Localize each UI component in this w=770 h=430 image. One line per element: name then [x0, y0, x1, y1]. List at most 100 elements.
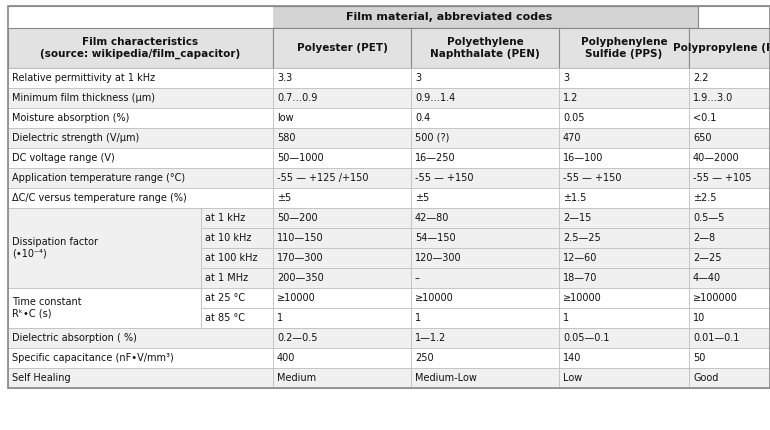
- Bar: [559, 228, 689, 248]
- Bar: [559, 268, 689, 288]
- Bar: [411, 128, 559, 148]
- Text: Relative permittivity at 1 kHz: Relative permittivity at 1 kHz: [12, 73, 155, 83]
- Bar: [201, 248, 273, 268]
- Text: Time constant
Rᵏ•C (s): Time constant Rᵏ•C (s): [12, 297, 82, 319]
- Bar: [411, 28, 559, 68]
- Bar: [273, 348, 411, 368]
- Bar: [273, 308, 411, 328]
- Text: ±5: ±5: [277, 193, 291, 203]
- Bar: [559, 248, 689, 268]
- Bar: [273, 228, 411, 248]
- Text: 2—8: 2—8: [693, 233, 715, 243]
- Text: Low: Low: [563, 373, 582, 383]
- Text: DC voltage range (V): DC voltage range (V): [12, 153, 115, 163]
- Bar: [201, 228, 273, 248]
- Text: at 85 °C: at 85 °C: [205, 313, 245, 323]
- Bar: [8, 148, 273, 168]
- Text: –: –: [415, 273, 420, 283]
- Text: 4—40: 4—40: [693, 273, 721, 283]
- Text: 580: 580: [277, 133, 296, 143]
- Text: -55 — +150: -55 — +150: [563, 173, 621, 183]
- Bar: [559, 108, 689, 128]
- Bar: [689, 328, 770, 348]
- Bar: [201, 208, 273, 228]
- Bar: [559, 88, 689, 108]
- Bar: [689, 28, 770, 68]
- Text: ±1.5: ±1.5: [563, 193, 587, 203]
- Bar: [411, 208, 559, 228]
- Bar: [559, 328, 689, 348]
- Text: 120—300: 120—300: [415, 253, 462, 263]
- Text: Dielectric absorption ( %): Dielectric absorption ( %): [12, 333, 137, 343]
- Bar: [689, 108, 770, 128]
- Text: 16—250: 16—250: [415, 153, 456, 163]
- Bar: [559, 28, 689, 68]
- Text: 140: 140: [563, 353, 581, 363]
- Bar: [559, 368, 689, 388]
- Bar: [559, 68, 689, 88]
- Text: at 1 MHz: at 1 MHz: [205, 273, 248, 283]
- Text: Film material, abbreviated codes: Film material, abbreviated codes: [346, 12, 553, 22]
- Text: 0.05—0.1: 0.05—0.1: [563, 333, 610, 343]
- Text: 470: 470: [563, 133, 581, 143]
- Text: 16—100: 16—100: [563, 153, 604, 163]
- Text: 2—25: 2—25: [693, 253, 721, 263]
- Text: 1: 1: [563, 313, 569, 323]
- Text: Specific capacitance (nF•V/mm³): Specific capacitance (nF•V/mm³): [12, 353, 174, 363]
- Bar: [411, 108, 559, 128]
- Text: Film characteristics
(source: wikipedia/film_capacitor): Film characteristics (source: wikipedia/…: [40, 37, 240, 59]
- Bar: [689, 248, 770, 268]
- Text: 0.2—0.5: 0.2—0.5: [277, 333, 317, 343]
- Bar: [8, 168, 273, 188]
- Bar: [411, 268, 559, 288]
- Text: 650: 650: [693, 133, 711, 143]
- Bar: [559, 308, 689, 328]
- Text: -55 — +105: -55 — +105: [693, 173, 752, 183]
- Text: 250: 250: [415, 353, 434, 363]
- Text: 2.2: 2.2: [693, 73, 708, 83]
- Bar: [8, 348, 273, 368]
- Bar: [689, 308, 770, 328]
- Text: 0.05: 0.05: [563, 113, 584, 123]
- Bar: [689, 348, 770, 368]
- Bar: [689, 368, 770, 388]
- Text: Polyphenylene
Sulfide (PPS): Polyphenylene Sulfide (PPS): [581, 37, 668, 59]
- Bar: [689, 268, 770, 288]
- Text: Moisture absorption (%): Moisture absorption (%): [12, 113, 129, 123]
- Text: 42—80: 42—80: [415, 213, 450, 223]
- Bar: [8, 28, 273, 68]
- Bar: [273, 328, 411, 348]
- Text: 1: 1: [277, 313, 283, 323]
- Bar: [411, 188, 559, 208]
- Bar: [559, 208, 689, 228]
- Text: 1—1.2: 1—1.2: [415, 333, 447, 343]
- Bar: [273, 88, 411, 108]
- Text: ΔC/C versus temperature range (%): ΔC/C versus temperature range (%): [12, 193, 187, 203]
- Bar: [411, 148, 559, 168]
- Text: 2.5—25: 2.5—25: [563, 233, 601, 243]
- Bar: [689, 88, 770, 108]
- Bar: [8, 68, 273, 88]
- Bar: [201, 6, 698, 28]
- Text: 1.2: 1.2: [563, 93, 578, 103]
- Text: 54—150: 54—150: [415, 233, 456, 243]
- Text: 18—70: 18—70: [563, 273, 598, 283]
- Text: 200—350: 200—350: [277, 273, 323, 283]
- Bar: [689, 208, 770, 228]
- Text: 0.5—5: 0.5—5: [693, 213, 725, 223]
- Text: at 10 kHz: at 10 kHz: [205, 233, 251, 243]
- Text: 500 (?): 500 (?): [415, 133, 450, 143]
- Text: ≥10000: ≥10000: [277, 293, 316, 303]
- Text: 2—15: 2—15: [563, 213, 591, 223]
- Text: 40—2000: 40—2000: [693, 153, 740, 163]
- Text: 50—200: 50—200: [277, 213, 317, 223]
- Text: -55 — +125 /+150: -55 — +125 /+150: [277, 173, 369, 183]
- Bar: [411, 328, 559, 348]
- Bar: [689, 288, 770, 308]
- Bar: [273, 68, 411, 88]
- Bar: [8, 208, 201, 288]
- Bar: [8, 108, 273, 128]
- Bar: [273, 268, 411, 288]
- Bar: [411, 88, 559, 108]
- Bar: [8, 188, 273, 208]
